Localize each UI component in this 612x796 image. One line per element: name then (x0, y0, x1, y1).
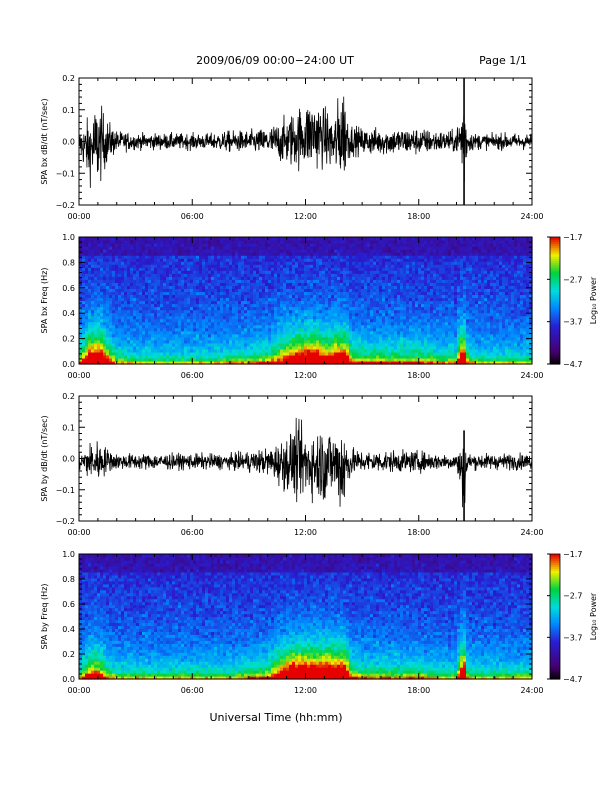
panel-2-spectrogram (79, 237, 533, 365)
x-tick-label: 18:00 (407, 212, 430, 221)
page-indicator: Page 1/1 (479, 54, 527, 67)
x-axis-title: Universal Time (hh:mm) (210, 711, 343, 724)
plots-group: 00:00 06:00 12:00 18:00 24:00 −0.2 −0.1 0.0 0.1 0… (40, 74, 598, 695)
panel-1-ylabel: SPA bx dB/dt (nT/sec) (40, 98, 49, 184)
y-tick-label: 0.1 (62, 106, 75, 115)
y-tick-label: 0.2 (62, 74, 75, 83)
x-tick-label: 06:00 (181, 212, 204, 221)
y-tick-label: 0.0 (62, 138, 75, 147)
x-tick-label: 24:00 (520, 212, 543, 221)
x-tick-label: 00:00 (67, 212, 90, 221)
figure-title: 2009/06/09 00:00−24:00 UT (196, 54, 354, 67)
x-tick-label: 12:00 (294, 212, 317, 221)
y-tick-label: −0.2 (56, 201, 75, 210)
y-tick-label: −0.1 (56, 169, 75, 178)
